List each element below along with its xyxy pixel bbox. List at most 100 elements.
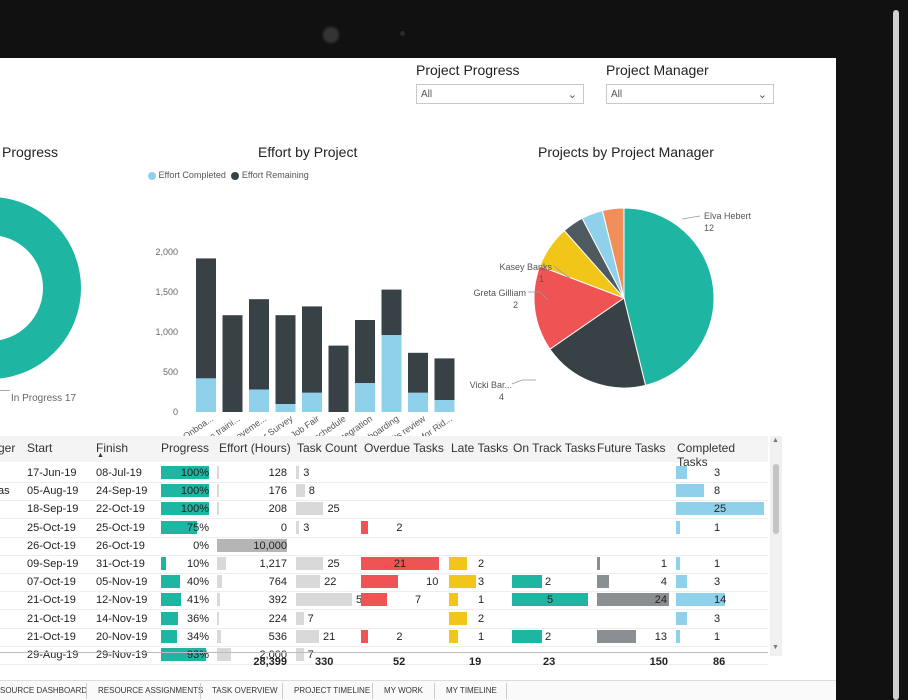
- pie-slice[interactable]: [601, 207, 625, 299]
- slicer-project-progress: Project Progress All ⌄: [416, 62, 584, 104]
- bar-effort-completed[interactable]: [408, 392, 428, 412]
- bar-effort-completed[interactable]: [434, 400, 455, 412]
- bar-effort-remaining[interactable]: [434, 358, 455, 400]
- slicer-label: Project Manager: [606, 62, 709, 78]
- progress-cell: 100%: [180, 467, 209, 479]
- column-header[interactable]: Overdue Tasks: [364, 441, 444, 455]
- tab-task-overview[interactable]: TASK OVERVIEW: [212, 686, 278, 695]
- project-progress-dropdown[interactable]: All ⌄: [416, 84, 584, 104]
- pie-leader-line: [528, 291, 549, 301]
- column-header[interactable]: ger: [0, 441, 16, 455]
- finish-cell: 25-Oct-19: [96, 521, 145, 534]
- scrollbar-thumb[interactable]: [773, 464, 779, 534]
- bar-effort-remaining[interactable]: [328, 345, 349, 412]
- effort-cell: 0: [280, 521, 287, 534]
- bar-effort-completed[interactable]: [302, 392, 322, 412]
- project-manager-dropdown[interactable]: All ⌄: [606, 84, 774, 104]
- tab-divider: [282, 683, 283, 699]
- table-row[interactable]: as 05-Aug-19 24-Sep-19 100% 176 8 8: [0, 482, 768, 502]
- effort-bar: [217, 575, 223, 589]
- completed-cell: 1: [714, 558, 721, 570]
- task-bar: [296, 484, 305, 498]
- projects-pie-chart[interactable]: Elva Hebert 12 Kasey Banks 1 Greta Gilliam 2 V…: [460, 188, 790, 413]
- table-row[interactable]: 21-Oct-19 20-Nov-19 34% 536 21 2 1 2 13 1: [0, 628, 768, 647]
- bar-effort-remaining[interactable]: [196, 258, 216, 379]
- tab-divider: [200, 683, 201, 699]
- pie-leader-line: [511, 379, 536, 385]
- tab-source-dashboard[interactable]: SOURCE DASHBOARD: [0, 686, 88, 695]
- effort-cell: 10,000: [253, 539, 287, 552]
- tab-divider: [372, 683, 373, 699]
- table-row[interactable]: 07-Oct-19 05-Nov-19 40% 764 22 10 3 2 4 3: [0, 573, 768, 593]
- task-cell: 3: [303, 467, 310, 479]
- column-header[interactable]: Start: [27, 441, 53, 455]
- start-cell: 21-Oct-19: [27, 630, 76, 643]
- bar-effort-remaining[interactable]: [275, 315, 296, 404]
- y-tick-label: 1,000: [155, 327, 178, 337]
- overdue-bar: [361, 575, 399, 589]
- column-header[interactable]: Future Tasks: [597, 441, 666, 455]
- table-row[interactable]: 18-Sep-19 22-Oct-19 100% 208 25 25: [0, 500, 768, 520]
- total-effort: 28,399: [253, 656, 287, 668]
- effort-bar: [217, 538, 287, 552]
- overdue-cell: 2: [396, 521, 403, 534]
- tab-my-work[interactable]: MY WORK: [384, 686, 423, 695]
- effort-cell: 128: [268, 467, 287, 479]
- effort-bar: [217, 611, 219, 625]
- table-row[interactable]: 26-Oct-19 26-Oct-19 0% 10,000: [0, 537, 768, 556]
- column-header[interactable]: On Track Tasks: [513, 441, 596, 455]
- bar-effort-completed[interactable]: [196, 378, 216, 412]
- column-header[interactable]: Task Count: [297, 441, 358, 455]
- y-tick-label: 500: [163, 367, 178, 377]
- start-cell: 26-Oct-19: [27, 539, 76, 552]
- pie-slice[interactable]: [549, 297, 647, 389]
- late-cell: 1: [478, 630, 485, 643]
- bar-effort-remaining[interactable]: [249, 299, 269, 390]
- tab-my-timeline[interactable]: MY TIMELINE: [446, 686, 497, 695]
- total-future: 150: [649, 656, 668, 668]
- legend-item: Effort Completed: [158, 170, 226, 180]
- completed-cell: 1: [714, 630, 721, 643]
- table-scrollbar[interactable]: ▲ ▼: [770, 436, 782, 656]
- column-header[interactable]: Effort (Hours): [219, 441, 291, 455]
- task-cell: 21: [323, 630, 336, 643]
- progress-bar: [161, 484, 209, 498]
- bar-effort-remaining[interactable]: [302, 306, 322, 393]
- scroll-down-icon[interactable]: ▼: [772, 644, 779, 651]
- effort-bar: [217, 484, 219, 498]
- column-header[interactable]: Late Tasks: [451, 441, 509, 455]
- start-cell: 17-Jun-19: [27, 467, 77, 479]
- bar-effort-completed[interactable]: [249, 389, 269, 412]
- column-header[interactable]: Completed Tasks: [677, 441, 736, 469]
- table-row[interactable]: 21-Oct-19 14-Nov-19 36% 224 7 2 3: [0, 610, 768, 629]
- tab-project-timeline[interactable]: PROJECT TIMELINE: [294, 686, 371, 695]
- tab-resource-assignments[interactable]: RESOURCE ASSIGNMENTS: [98, 686, 204, 695]
- progress-bar: [161, 648, 206, 661]
- bar-effort-completed[interactable]: [355, 383, 375, 412]
- column-header[interactable]: Progress: [161, 441, 210, 455]
- bar-effort-remaining[interactable]: [355, 320, 375, 384]
- dropdown-value: All: [611, 89, 623, 100]
- progress-donut-chart[interactable]: [0, 188, 100, 408]
- completed-cell: 8: [714, 485, 721, 498]
- bar-effort-remaining[interactable]: [381, 289, 402, 336]
- progress-cell: 41%: [186, 594, 209, 607]
- column-header[interactable]: Finish: [96, 441, 129, 455]
- future-bar: [597, 557, 600, 570]
- finish-cell: 14-Nov-19: [96, 612, 148, 625]
- bar-effort-remaining[interactable]: [408, 352, 428, 393]
- table-row[interactable]: 09-Sep-19 31-Oct-19 10% 1,217 25 21 2 1 1: [0, 555, 768, 574]
- total-overdue: 52: [393, 656, 406, 668]
- table-row[interactable]: 25-Oct-19 25-Oct-19 75% 0 3 2 1: [0, 519, 768, 538]
- effort-cell: 224: [268, 612, 287, 625]
- scroll-up-icon[interactable]: ▲: [772, 437, 779, 444]
- finish-cell: 24-Sep-19: [96, 485, 148, 498]
- bar-effort-completed[interactable]: [381, 335, 402, 412]
- pie-slice[interactable]: [623, 207, 715, 386]
- bar-effort-remaining[interactable]: [222, 315, 243, 412]
- pie-slice[interactable]: [533, 265, 626, 350]
- table-row[interactable]: 17-Jun-19 08-Jul-19 100% 128 3 3: [0, 464, 768, 483]
- bar-effort-completed[interactable]: [275, 404, 296, 412]
